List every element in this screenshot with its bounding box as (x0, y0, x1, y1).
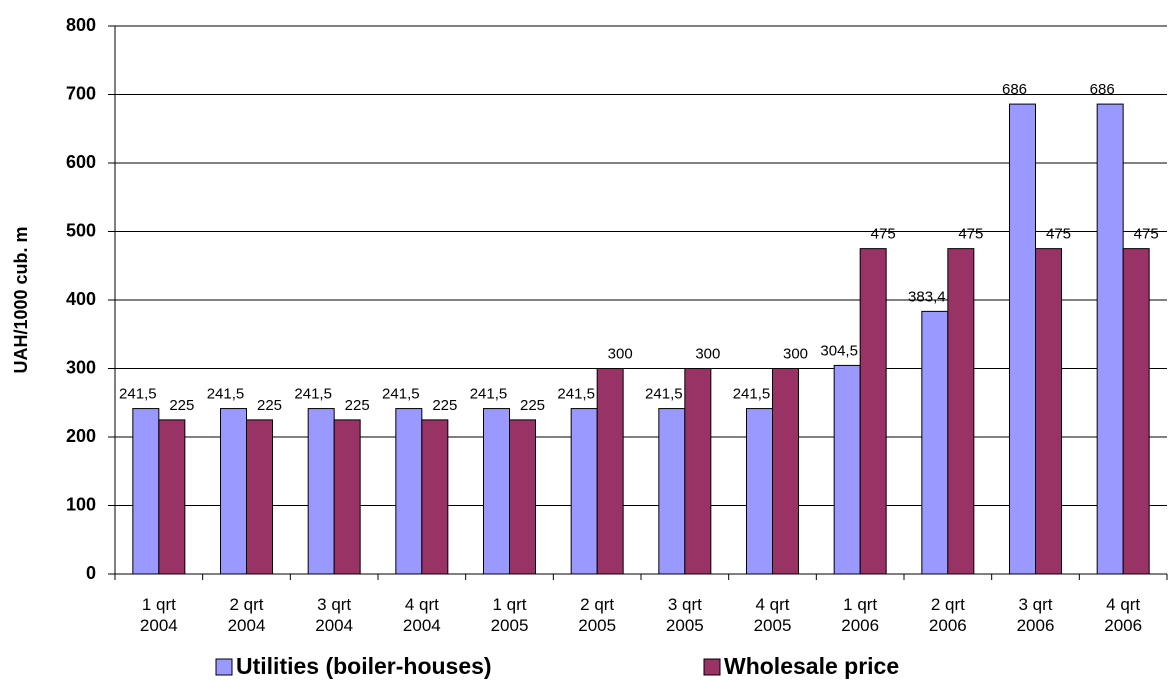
legend-swatch (703, 658, 721, 676)
bar (483, 408, 510, 575)
bar (509, 419, 536, 575)
x-tick-label: 2 qrt 2005 (578, 595, 617, 635)
y-tick-label: 100 (66, 494, 96, 514)
value-label: 300 (695, 345, 720, 362)
value-label: 241,5 (119, 386, 157, 403)
bar (947, 248, 975, 575)
x-tick-label: 4 qrt 2005 (753, 595, 792, 635)
x-tick-label: 2 qrt 2004 (227, 595, 266, 635)
value-label: 300 (608, 345, 633, 362)
bar (570, 408, 598, 575)
y-tick-label: 500 (66, 220, 96, 240)
value-label: 225 (257, 397, 282, 414)
bar (1096, 103, 1124, 575)
value-label: 686 (1090, 81, 1115, 98)
bar (658, 408, 686, 575)
value-label: 475 (871, 226, 896, 243)
y-tick-label: 200 (66, 426, 96, 446)
value-label: 475 (1134, 226, 1159, 243)
x-tick-label: 4 qrt 2006 (1104, 595, 1143, 635)
value-label: 225 (345, 397, 370, 414)
bar (921, 310, 949, 575)
value-label: 241,5 (557, 386, 595, 403)
value-label: 475 (958, 226, 983, 243)
value-label: 304,5 (820, 342, 858, 359)
y-tick-label: 700 (66, 83, 96, 103)
y-tick-label: 800 (66, 15, 96, 35)
x-tick-label: 2 qrt 2006 (928, 595, 967, 635)
bar (833, 364, 861, 575)
y-tick-label: 600 (66, 152, 96, 172)
bar (395, 408, 423, 575)
value-label: 241,5 (382, 386, 420, 403)
x-tick-label: 1 qrt 2004 (139, 595, 178, 635)
bar (246, 419, 273, 575)
x-tick-label: 4 qrt 2004 (402, 595, 441, 635)
bar (1035, 248, 1062, 575)
bar (684, 368, 712, 575)
bar (1009, 103, 1036, 575)
bar (746, 408, 773, 575)
legend-label: Wholesale price (724, 653, 899, 679)
value-label: 475 (1046, 226, 1071, 243)
bar (307, 408, 335, 575)
value-label: 225 (432, 397, 457, 414)
bar (421, 419, 449, 575)
x-tick-label: 1 qrt 2005 (490, 595, 529, 635)
bar (1122, 248, 1150, 575)
y-axis-label: UAH/1000 cub. m (11, 226, 31, 373)
bar (220, 408, 247, 575)
bar (158, 419, 186, 575)
value-label: 225 (169, 397, 194, 414)
value-label: 686 (1002, 81, 1027, 98)
value-label: 241,5 (207, 386, 245, 403)
value-label: 241,5 (733, 386, 771, 403)
x-tick-label: 3 qrt 2006 (1016, 595, 1055, 635)
value-label: 225 (520, 397, 545, 414)
bar (596, 368, 624, 575)
y-tick-label: 0 (86, 563, 96, 583)
value-label: 241,5 (294, 386, 332, 403)
value-label: 241,5 (645, 386, 683, 403)
legend-label: Utilities (boiler-houses) (236, 653, 492, 679)
x-tick-label: 3 qrt 2004 (315, 595, 354, 635)
bar (772, 368, 799, 575)
y-tick-label: 400 (66, 289, 96, 309)
legend-swatch (215, 658, 233, 676)
value-label: 383,4 (908, 288, 946, 305)
value-label: 300 (783, 345, 808, 362)
x-tick-label: 1 qrt 2006 (841, 595, 880, 635)
bar (132, 408, 160, 575)
bar (859, 248, 887, 575)
y-tick-label: 300 (66, 357, 96, 377)
value-label: 241,5 (470, 386, 508, 403)
x-tick-label: 3 qrt 2005 (665, 595, 704, 635)
bar (333, 419, 361, 575)
